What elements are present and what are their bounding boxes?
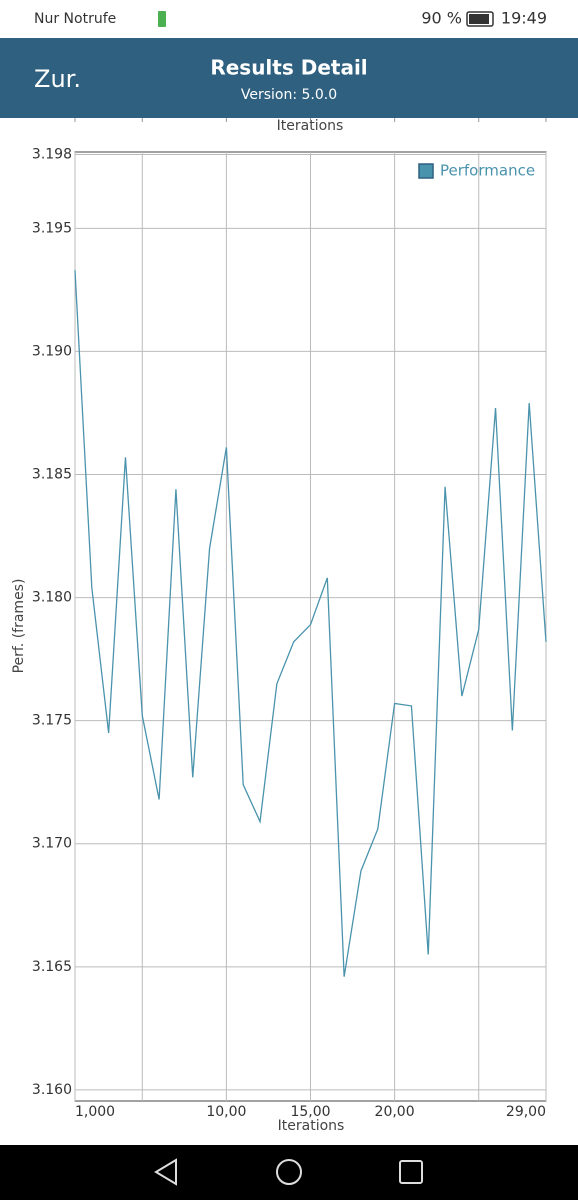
data-line: [74, 270, 547, 977]
y-tick-label: 3.165: [32, 959, 72, 975]
header-title: Results Detail: [210, 56, 367, 80]
battery-icon: [466, 11, 494, 27]
y-axis-title: Perf. (frames): [11, 579, 27, 674]
plot: 3.160 3.165 3.170 3.175 3.180 3.185 3.190 3.195…: [32, 118, 547, 1120]
battery-fill: [469, 14, 489, 24]
y-tick-label: 3.198: [32, 146, 72, 162]
y-tick-label: 3.190: [32, 343, 72, 359]
battery-level: 90 %: [421, 9, 462, 28]
clock: 19:49: [501, 9, 547, 28]
back-button[interactable]: Zur.: [34, 65, 81, 93]
nav-home[interactable]: [276, 1159, 302, 1185]
x-tick-label: 10,00: [206, 1104, 246, 1120]
y-tick-label: 3.170: [32, 836, 72, 852]
y-tick-label: 3.160: [32, 1082, 72, 1098]
header-subtitle: Version: 5.0.0: [241, 87, 337, 103]
top-axis-title: Iterations: [277, 118, 344, 134]
x-tick-label: 15,00: [290, 1104, 330, 1120]
y-tick-label: 3.175: [32, 713, 72, 729]
y-tick-label: 3.185: [32, 466, 72, 482]
y-tick-label: 3.195: [32, 220, 72, 236]
nav-bar: [0, 1145, 578, 1200]
y-tick-label: 3.180: [32, 590, 72, 606]
x-axis-title: Iterations: [278, 1118, 345, 1134]
nav-recent[interactable]: [399, 1160, 423, 1184]
x-tick-label: 20,00: [375, 1104, 415, 1120]
carrier: Nur Notrufe: [34, 11, 116, 27]
x-tick-label: 1,000: [75, 1104, 115, 1120]
battery-icon-small: [158, 11, 166, 27]
x-tick-label: 29,00: [506, 1104, 546, 1120]
app-header: [0, 38, 578, 118]
legend-swatch: [418, 163, 434, 179]
legend-label: Performance: [440, 162, 535, 180]
nav-back[interactable]: [154, 1158, 177, 1186]
